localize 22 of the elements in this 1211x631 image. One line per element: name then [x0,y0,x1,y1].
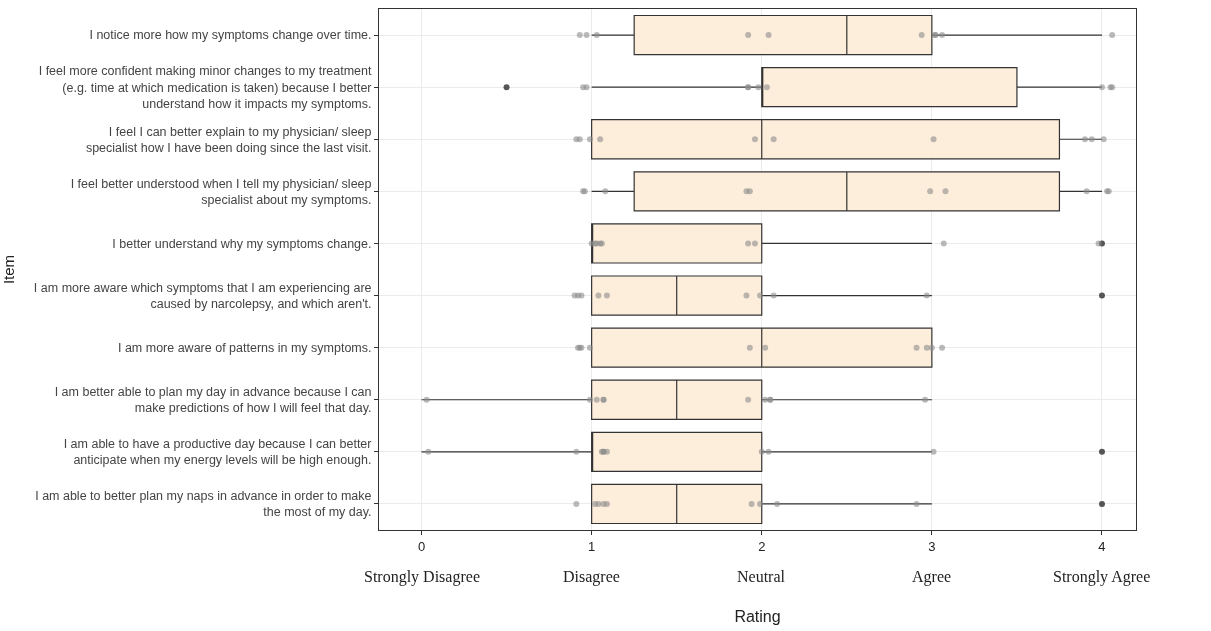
x-tick-label: 1 [588,538,596,554]
x-tick-label: 0 [417,538,426,554]
y-axis-title: Item [0,254,18,285]
text: Strongly Agree [1053,568,1151,586]
text: Disagree [563,568,620,586]
y-tick-label: I feel I can better explain to my physician/ sleep specialist how I have been doing since the last visit. [85,124,372,155]
text: Neutral [737,568,786,585]
y-tick-label: I better understand why my symptoms change. [112,236,372,251]
y-tick-label: I am able to better plan my naps in advance in order to make the most of my day. [35,489,372,520]
y-tick-label: I am better able to plan my day in advance because I can make predictions of how I will feel that day. [54,385,372,416]
y-tick-label: I am more aware of patterns in my symptoms. [117,341,372,356]
y-tick-label: I feel more confident making minor changes to my treatment (e.g. time at which medication is taken) because I better understand how it impacts my symptoms. [38,64,373,111]
x-tick-label: 2 [758,538,766,554]
y-tick-label: I notice more how my symptoms change over time. [89,28,372,43]
y-tick-label: I am more aware which symptoms that I am experiencing are caused by narcolepsy, and which aren't. [33,280,372,312]
text: Agree [912,568,952,586]
x-tick-label: 3 [928,538,936,554]
y-tick-label: I feel better understood when I tell my physician/ sleep specialist about my symptoms. [70,176,372,207]
text: Strongly Disagree [364,568,480,586]
x-tick-label: 4 [1098,538,1106,554]
x-axis-title: Rating [734,608,781,626]
y-tick-label: I am able to have a productive day because I can better anticipate when my energy levels will be high enough. [63,437,372,468]
